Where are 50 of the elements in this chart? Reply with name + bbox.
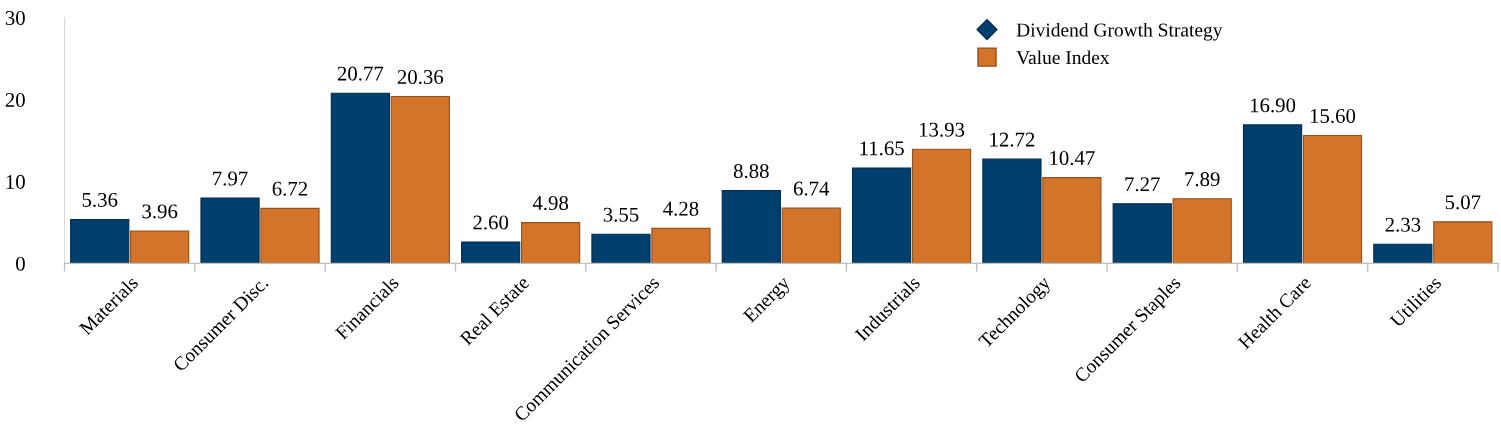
legend-label: Dividend Growth Strategy bbox=[1016, 22, 1223, 41]
data-label: 3.55 bbox=[603, 207, 639, 222]
bar bbox=[130, 230, 190, 264]
data-label: 7.27 bbox=[1125, 177, 1160, 192]
bar bbox=[651, 227, 711, 264]
data-label: 7.97 bbox=[213, 171, 248, 186]
data-label: 20.77 bbox=[337, 66, 384, 81]
bar bbox=[70, 218, 130, 264]
data-label: 7.89 bbox=[1185, 172, 1220, 187]
bar bbox=[390, 96, 450, 264]
y-tick-label: 0 bbox=[16, 256, 25, 271]
bar bbox=[781, 207, 841, 264]
bar bbox=[1373, 243, 1433, 264]
y-tick-label: 20 bbox=[5, 92, 25, 107]
bar bbox=[851, 167, 912, 264]
data-label: 5.36 bbox=[82, 192, 118, 207]
bar bbox=[1112, 203, 1172, 264]
data-label: 5.07 bbox=[1445, 195, 1481, 210]
data-label: 16.90 bbox=[1250, 98, 1296, 113]
data-label: 2.60 bbox=[473, 215, 509, 230]
bar bbox=[1433, 221, 1493, 264]
data-label: 4.28 bbox=[663, 201, 699, 216]
bar bbox=[200, 197, 260, 264]
data-label: 4.98 bbox=[532, 195, 569, 211]
data-label: 20.36 bbox=[397, 69, 444, 85]
bar bbox=[591, 233, 651, 264]
bar bbox=[911, 148, 972, 264]
bar bbox=[330, 92, 390, 264]
bar bbox=[260, 207, 320, 264]
bar bbox=[982, 158, 1042, 264]
data-label: 10.47 bbox=[1050, 150, 1095, 166]
data-label: 13.93 bbox=[919, 122, 965, 137]
data-label: 2.33 bbox=[1385, 217, 1421, 232]
data-label: 6.72 bbox=[272, 181, 308, 196]
data-label: 6.74 bbox=[793, 181, 830, 196]
bar bbox=[1302, 135, 1363, 264]
bar bbox=[721, 190, 781, 264]
y-tick-label: 30 bbox=[5, 10, 25, 25]
legend-label: Value Index bbox=[1016, 50, 1110, 65]
bar bbox=[1042, 177, 1102, 264]
data-label: 15.60 bbox=[1310, 108, 1356, 124]
data-label: 8.88 bbox=[733, 164, 769, 179]
bar bbox=[1242, 124, 1303, 264]
bar bbox=[520, 222, 581, 264]
data-label: 12.72 bbox=[990, 132, 1035, 147]
data-label: 11.65 bbox=[860, 141, 904, 156]
data-label: 3.96 bbox=[142, 204, 178, 219]
y-tick-label: 10 bbox=[6, 174, 25, 189]
bar bbox=[1172, 198, 1232, 264]
bar bbox=[461, 241, 521, 264]
